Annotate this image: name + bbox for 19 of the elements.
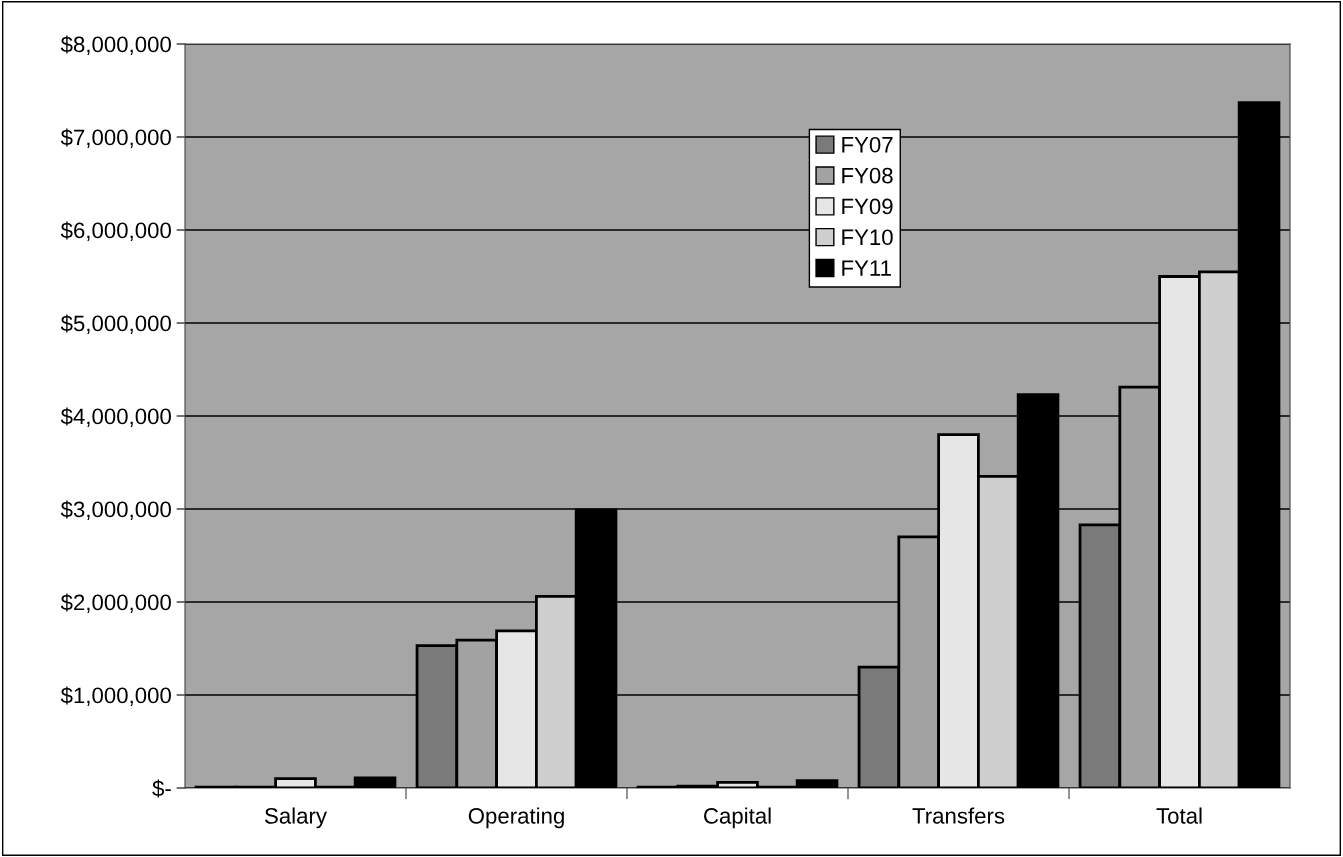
x-tick-label: Transfers xyxy=(912,807,1005,824)
y-tick-label: $5,000,000 xyxy=(60,314,171,334)
x-tick-label: Total xyxy=(1156,807,1202,824)
x-tick-label: Capital xyxy=(704,807,771,829)
y-tick-label: $6,000,000 xyxy=(60,221,171,241)
legend-label: FY11 xyxy=(842,260,891,276)
y-tick-label: $4,000,000 xyxy=(60,407,171,427)
x-tick-label: Salary xyxy=(265,807,327,829)
y-tick-label: $8,000,000 xyxy=(60,35,171,55)
x-tick-label: Operating xyxy=(468,807,564,829)
y-tick-label: $2,000,000 xyxy=(60,593,171,613)
legend-label: FY10 xyxy=(842,229,893,246)
y-tick-label: $1,000,000 xyxy=(60,686,171,706)
y-tick-label: $- xyxy=(152,779,171,798)
legend-label: FY08 xyxy=(842,167,893,184)
legend-label: FY07 xyxy=(842,136,893,153)
legend-label: FY09 xyxy=(842,198,893,215)
y-tick-label: $7,000,000 xyxy=(60,128,171,148)
y-tick-label: $3,000,000 xyxy=(60,500,171,520)
